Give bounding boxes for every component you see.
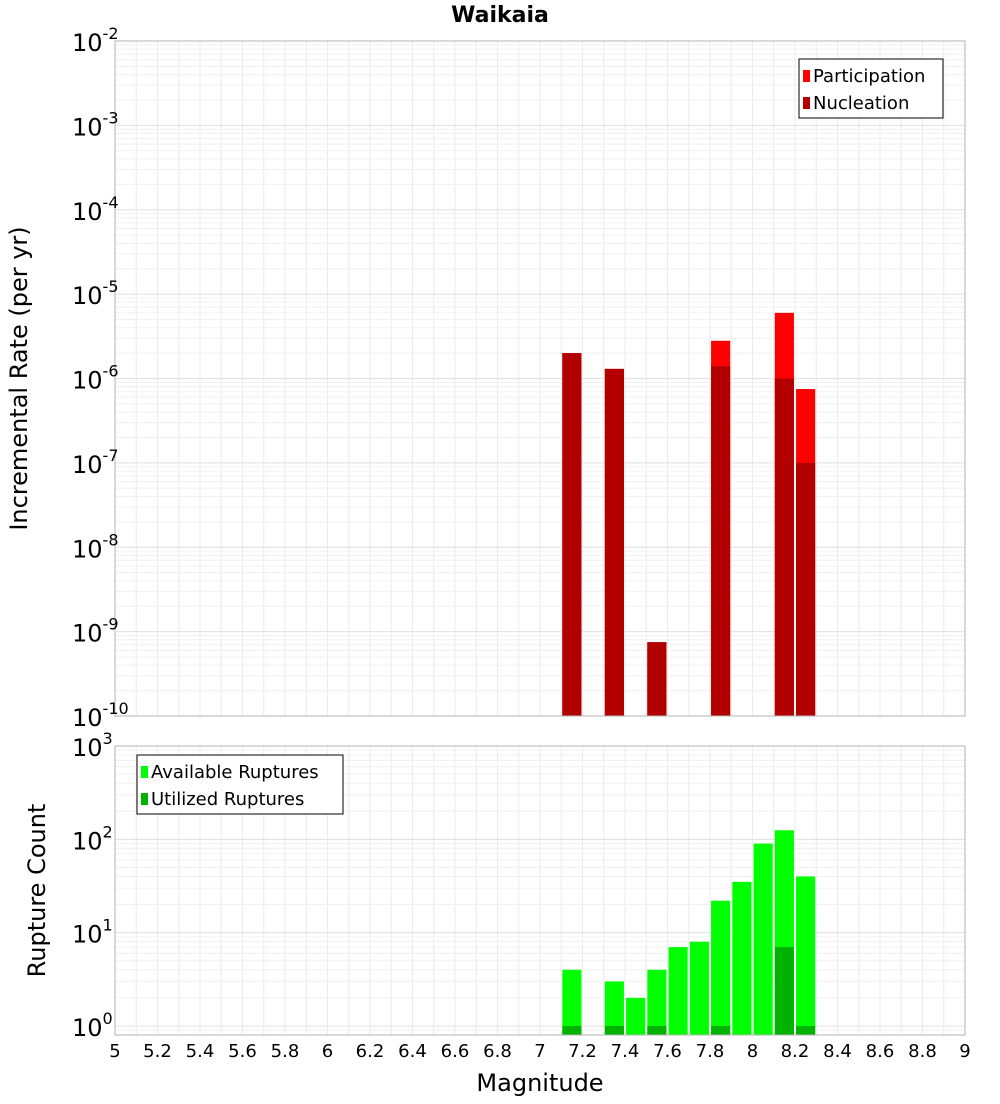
bar-available-ruptures xyxy=(626,997,646,1035)
bar-nucleation xyxy=(774,378,794,716)
legend-swatch xyxy=(141,793,148,805)
x-tick-label: 8.2 xyxy=(781,1041,810,1062)
x-axis-label: Magnitude xyxy=(476,1069,603,1097)
bar-nucleation xyxy=(796,462,816,716)
bar-available-ruptures xyxy=(732,881,752,1035)
legend-swatch xyxy=(803,70,810,82)
bar-available-ruptures xyxy=(711,900,731,1035)
legend-entry: Participation xyxy=(813,66,925,87)
x-tick-label: 6.6 xyxy=(441,1041,470,1062)
bar-available-ruptures xyxy=(562,969,582,1035)
x-tick-label: 8.8 xyxy=(908,1041,937,1062)
x-tick-label: 8.4 xyxy=(823,1041,852,1062)
bar-utilized-ruptures xyxy=(796,1025,816,1035)
series-nucleation xyxy=(562,353,816,716)
y-tick-label: 10-9 xyxy=(72,615,119,648)
bar-available-ruptures xyxy=(668,947,688,1035)
x-tick-label: 8.6 xyxy=(866,1041,895,1062)
panel-2: 100 101 102 103 Rupture Count Available Ruptu… xyxy=(23,729,971,1097)
y-tick-label: 10-4 xyxy=(72,193,119,226)
y-axis-label: Incremental Rate (per yr) xyxy=(5,226,33,530)
y-tick-label: 103 xyxy=(72,729,113,762)
bar-utilized-ruptures xyxy=(647,1025,667,1035)
y-tick-labels: 100 101 102 103 xyxy=(72,729,113,1042)
series-utilized-ruptures xyxy=(562,947,816,1035)
panel-1: 10-10 10-9 10-8 10-7 10-6 10-5 10-4 10-3 10-2 Inc… xyxy=(5,24,966,732)
y-tick-label: 10-6 xyxy=(72,362,119,395)
x-tick-label: 7 xyxy=(534,1041,545,1062)
bar-available-ruptures xyxy=(604,981,624,1035)
y-axis-label: Rupture Count xyxy=(23,804,51,978)
y-tick-label: 10-8 xyxy=(72,530,119,563)
bar-available-ruptures xyxy=(796,876,816,1035)
y-tick-label: 10-7 xyxy=(72,446,119,479)
x-tick-label: 7.6 xyxy=(653,1041,682,1062)
legend-entry: Nucleation xyxy=(813,93,909,114)
y-tick-label: 10-10 xyxy=(72,699,129,732)
legend-swatch xyxy=(141,766,148,778)
x-tick-label: 6.4 xyxy=(398,1041,427,1062)
bar-available-ruptures xyxy=(647,969,667,1035)
bar-nucleation xyxy=(647,642,667,716)
x-tick-labels: 5 5.2 5.4 5.6 5.8 6 6.2 6.4 6.6 6.8 7 7.2 7.4 7.6 7.8 8… xyxy=(109,1041,970,1062)
plot-frame xyxy=(114,745,966,1036)
plot-frame xyxy=(114,40,966,717)
y-tick-label: 10-2 xyxy=(72,24,119,57)
x-tick-label: 6.2 xyxy=(356,1041,385,1062)
x-tick-label: 5.6 xyxy=(228,1041,257,1062)
bar-nucleation xyxy=(562,353,582,716)
bar-nucleation xyxy=(711,366,731,716)
bar-nucleation xyxy=(604,368,624,716)
y-tick-label: 101 xyxy=(72,916,113,949)
y-tick-label: 10-5 xyxy=(72,277,119,310)
legend-entry: Utilized Ruptures xyxy=(151,789,304,810)
bar-available-ruptures xyxy=(753,843,773,1035)
bar-available-ruptures xyxy=(689,941,709,1035)
y-tick-label: 102 xyxy=(72,822,113,855)
x-tick-label: 7.4 xyxy=(611,1041,640,1062)
x-tick-label: 8 xyxy=(747,1041,758,1062)
x-tick-label: 5.2 xyxy=(143,1041,172,1062)
bar-utilized-ruptures xyxy=(711,1025,731,1035)
y-tick-labels: 10-10 10-9 10-8 10-7 10-6 10-5 10-4 10-3 10-2 xyxy=(72,24,129,732)
x-tick-label: 5.4 xyxy=(186,1041,215,1062)
y-tick-label: 10-3 xyxy=(72,108,119,141)
legend-box xyxy=(136,754,344,815)
legend-entry: Available Ruptures xyxy=(151,762,319,783)
x-tick-label: 5.8 xyxy=(271,1041,300,1062)
legend-swatch xyxy=(803,97,810,109)
chart-title: Waikaia xyxy=(451,3,549,28)
grid xyxy=(114,41,966,717)
x-tick-label: 7.8 xyxy=(696,1041,725,1062)
x-tick-label: 9 xyxy=(959,1041,970,1062)
x-tick-label: 7.2 xyxy=(568,1041,597,1062)
bar-utilized-ruptures xyxy=(774,947,794,1035)
x-tick-label: 5 xyxy=(109,1041,120,1062)
legend-box xyxy=(798,58,944,119)
legend: Participation Nucleation xyxy=(798,58,944,119)
legend: Available Ruptures Utilized Ruptures xyxy=(136,754,344,815)
x-tick-label: 6 xyxy=(322,1041,333,1062)
x-tick-label: 6.8 xyxy=(483,1041,512,1062)
bar-utilized-ruptures xyxy=(604,1025,624,1035)
y-tick-label: 100 xyxy=(72,1009,113,1042)
bar-utilized-ruptures xyxy=(562,1025,582,1035)
